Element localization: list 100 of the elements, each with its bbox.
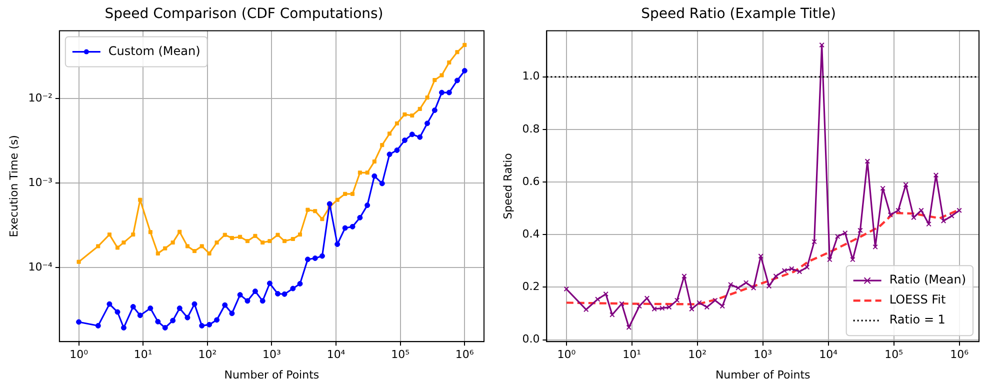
point — [394, 147, 400, 153]
point — [782, 268, 788, 274]
x-tick-label: 10⁵ — [884, 348, 904, 362]
point — [237, 292, 243, 298]
point — [462, 42, 467, 47]
point — [926, 221, 932, 227]
point — [320, 217, 324, 222]
point — [652, 306, 657, 312]
point — [956, 208, 962, 214]
point — [163, 246, 168, 250]
point — [326, 201, 332, 207]
point — [940, 218, 946, 224]
point — [888, 212, 894, 218]
point — [297, 280, 303, 286]
point — [335, 198, 340, 202]
point — [229, 310, 235, 316]
point — [238, 234, 242, 239]
point — [949, 213, 954, 219]
point — [304, 256, 310, 262]
point — [290, 236, 295, 242]
point — [819, 42, 824, 48]
point — [858, 228, 863, 233]
point — [155, 318, 161, 324]
x-tick-label: 10³ — [754, 348, 772, 362]
x-tick-label: 10⁴ — [819, 348, 838, 362]
point — [334, 241, 340, 247]
point — [766, 284, 772, 289]
point — [214, 240, 219, 245]
point — [222, 302, 228, 308]
point — [704, 304, 710, 310]
point — [911, 214, 916, 220]
x-tick-label: 10³ — [262, 348, 281, 362]
point — [933, 172, 939, 178]
point — [380, 143, 384, 148]
point — [402, 112, 407, 116]
point — [260, 298, 266, 304]
point — [410, 113, 414, 118]
y-tick-label: 0.0 — [522, 332, 540, 346]
point — [207, 251, 212, 256]
legend-label: Ratio = 1 — [889, 312, 946, 327]
point — [660, 306, 665, 311]
point — [636, 303, 642, 309]
point — [200, 244, 204, 248]
point — [424, 120, 430, 126]
point — [184, 314, 190, 320]
point — [260, 240, 265, 245]
point — [365, 170, 370, 175]
point — [417, 134, 423, 140]
point — [454, 78, 460, 84]
point — [253, 234, 258, 238]
point — [773, 274, 778, 279]
point — [402, 138, 408, 144]
point — [446, 90, 452, 96]
point — [758, 254, 764, 259]
point — [812, 239, 817, 244]
x-axis-title: Number of Points — [715, 368, 811, 382]
point — [364, 202, 370, 208]
point — [252, 288, 258, 294]
point — [720, 303, 726, 309]
legend-label: LOESS Fit — [889, 292, 946, 307]
point — [682, 274, 687, 279]
point — [918, 208, 924, 214]
point — [156, 251, 160, 256]
point — [222, 232, 227, 237]
point — [850, 256, 856, 262]
point — [176, 306, 182, 312]
point — [696, 300, 702, 306]
point — [350, 192, 355, 196]
point — [827, 256, 832, 262]
point — [439, 90, 444, 96]
y-tick-label: 0.2 — [522, 280, 540, 294]
point — [447, 60, 452, 64]
legend-label: Custom (Mean) — [108, 44, 200, 58]
point — [178, 230, 182, 234]
x-tick-label: 10⁶ — [455, 348, 474, 362]
point — [230, 236, 234, 240]
point — [199, 322, 205, 328]
point — [712, 298, 718, 303]
point — [842, 230, 848, 236]
point — [388, 132, 392, 136]
point — [896, 208, 901, 214]
point — [276, 232, 280, 237]
point — [455, 50, 460, 54]
point — [394, 121, 399, 126]
x-tick-label: 10¹ — [622, 348, 642, 362]
point — [342, 225, 348, 231]
point — [409, 132, 415, 138]
point — [298, 232, 302, 237]
point — [903, 182, 908, 188]
point — [736, 285, 741, 291]
point — [357, 214, 363, 220]
x-tick-label: 10⁴ — [326, 348, 346, 362]
point — [750, 285, 756, 291]
point — [148, 230, 152, 234]
point — [313, 209, 318, 214]
point — [372, 160, 376, 164]
point — [425, 96, 430, 100]
point — [372, 173, 378, 179]
chart-title: Speed Comparison (CDF Computations) — [104, 6, 384, 22]
x-axis-title: Number of Points — [224, 368, 320, 382]
